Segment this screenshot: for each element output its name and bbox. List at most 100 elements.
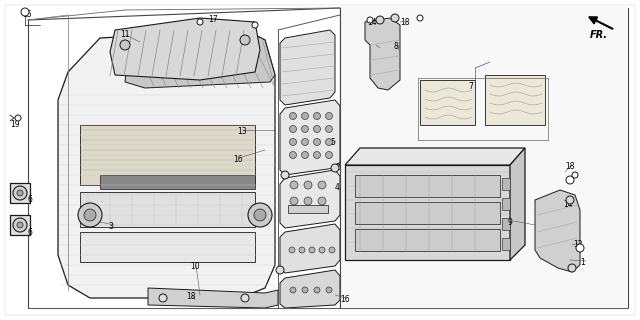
Circle shape xyxy=(302,287,308,293)
Bar xyxy=(502,218,510,230)
Polygon shape xyxy=(280,224,340,273)
Bar xyxy=(355,202,500,224)
Bar xyxy=(502,178,510,190)
Circle shape xyxy=(314,139,321,146)
Bar xyxy=(420,80,475,125)
Text: FR.: FR. xyxy=(590,30,608,40)
Circle shape xyxy=(572,172,578,178)
Text: 6: 6 xyxy=(28,195,33,204)
Circle shape xyxy=(120,40,130,50)
Circle shape xyxy=(289,139,296,146)
Circle shape xyxy=(13,186,27,200)
Circle shape xyxy=(367,17,373,23)
Circle shape xyxy=(241,294,249,302)
Circle shape xyxy=(17,190,23,196)
Text: 17: 17 xyxy=(208,15,218,24)
Circle shape xyxy=(331,164,339,172)
Circle shape xyxy=(318,181,326,189)
Circle shape xyxy=(326,125,333,132)
Text: 3: 3 xyxy=(108,222,113,231)
Polygon shape xyxy=(148,288,278,308)
Circle shape xyxy=(254,209,266,221)
Circle shape xyxy=(289,113,296,119)
Circle shape xyxy=(248,203,272,227)
Circle shape xyxy=(314,113,321,119)
Polygon shape xyxy=(535,190,580,272)
Bar xyxy=(485,75,545,125)
Text: 7: 7 xyxy=(468,82,473,91)
Circle shape xyxy=(319,247,325,253)
Circle shape xyxy=(376,16,384,24)
Polygon shape xyxy=(280,170,340,228)
Polygon shape xyxy=(365,18,400,90)
Text: 13: 13 xyxy=(237,127,246,136)
Circle shape xyxy=(329,247,335,253)
Circle shape xyxy=(326,287,332,293)
Text: 5: 5 xyxy=(330,138,335,147)
Bar xyxy=(355,175,500,197)
Polygon shape xyxy=(125,30,275,88)
Circle shape xyxy=(84,209,96,221)
Circle shape xyxy=(309,247,315,253)
Text: 11: 11 xyxy=(120,30,129,39)
Circle shape xyxy=(289,125,296,132)
Text: 8: 8 xyxy=(393,42,397,51)
Circle shape xyxy=(290,181,298,189)
Circle shape xyxy=(240,35,250,45)
Polygon shape xyxy=(110,18,260,80)
Bar xyxy=(340,8,628,308)
Polygon shape xyxy=(345,148,525,165)
Circle shape xyxy=(391,14,399,22)
Circle shape xyxy=(304,181,312,189)
Circle shape xyxy=(15,115,21,121)
Text: 14: 14 xyxy=(367,18,376,27)
Polygon shape xyxy=(280,270,340,308)
Circle shape xyxy=(289,247,295,253)
Bar xyxy=(80,192,255,227)
Circle shape xyxy=(417,15,423,21)
Polygon shape xyxy=(58,30,275,298)
Bar xyxy=(10,215,30,235)
Bar xyxy=(502,198,510,210)
Circle shape xyxy=(252,22,258,28)
Polygon shape xyxy=(280,100,340,175)
Text: 15: 15 xyxy=(22,10,31,19)
Circle shape xyxy=(314,287,320,293)
Circle shape xyxy=(568,264,576,272)
Circle shape xyxy=(276,266,284,274)
Text: 16: 16 xyxy=(340,295,349,304)
Circle shape xyxy=(301,151,308,158)
Polygon shape xyxy=(345,165,510,260)
Circle shape xyxy=(576,244,584,252)
Text: 14: 14 xyxy=(563,200,573,209)
Text: 1: 1 xyxy=(580,258,585,267)
Polygon shape xyxy=(280,30,335,105)
Text: 2: 2 xyxy=(335,163,340,172)
Circle shape xyxy=(314,151,321,158)
Circle shape xyxy=(289,151,296,158)
Circle shape xyxy=(301,113,308,119)
Text: 4: 4 xyxy=(335,183,340,192)
Circle shape xyxy=(17,222,23,228)
Bar xyxy=(80,125,255,185)
Text: 18: 18 xyxy=(565,162,575,171)
Circle shape xyxy=(301,139,308,146)
Circle shape xyxy=(21,8,29,16)
Circle shape xyxy=(326,113,333,119)
Bar xyxy=(80,232,255,262)
Circle shape xyxy=(290,197,298,205)
Text: 16: 16 xyxy=(233,155,243,164)
Bar xyxy=(355,229,500,251)
Bar xyxy=(502,238,510,250)
Bar xyxy=(10,183,30,203)
Text: 19: 19 xyxy=(10,120,20,129)
Circle shape xyxy=(290,287,296,293)
Text: 9: 9 xyxy=(508,218,513,227)
Circle shape xyxy=(78,203,102,227)
Circle shape xyxy=(566,196,574,204)
Circle shape xyxy=(566,176,574,184)
Text: 10: 10 xyxy=(190,262,200,271)
Text: 18: 18 xyxy=(186,292,195,301)
Circle shape xyxy=(299,247,305,253)
Text: 12: 12 xyxy=(573,240,582,249)
